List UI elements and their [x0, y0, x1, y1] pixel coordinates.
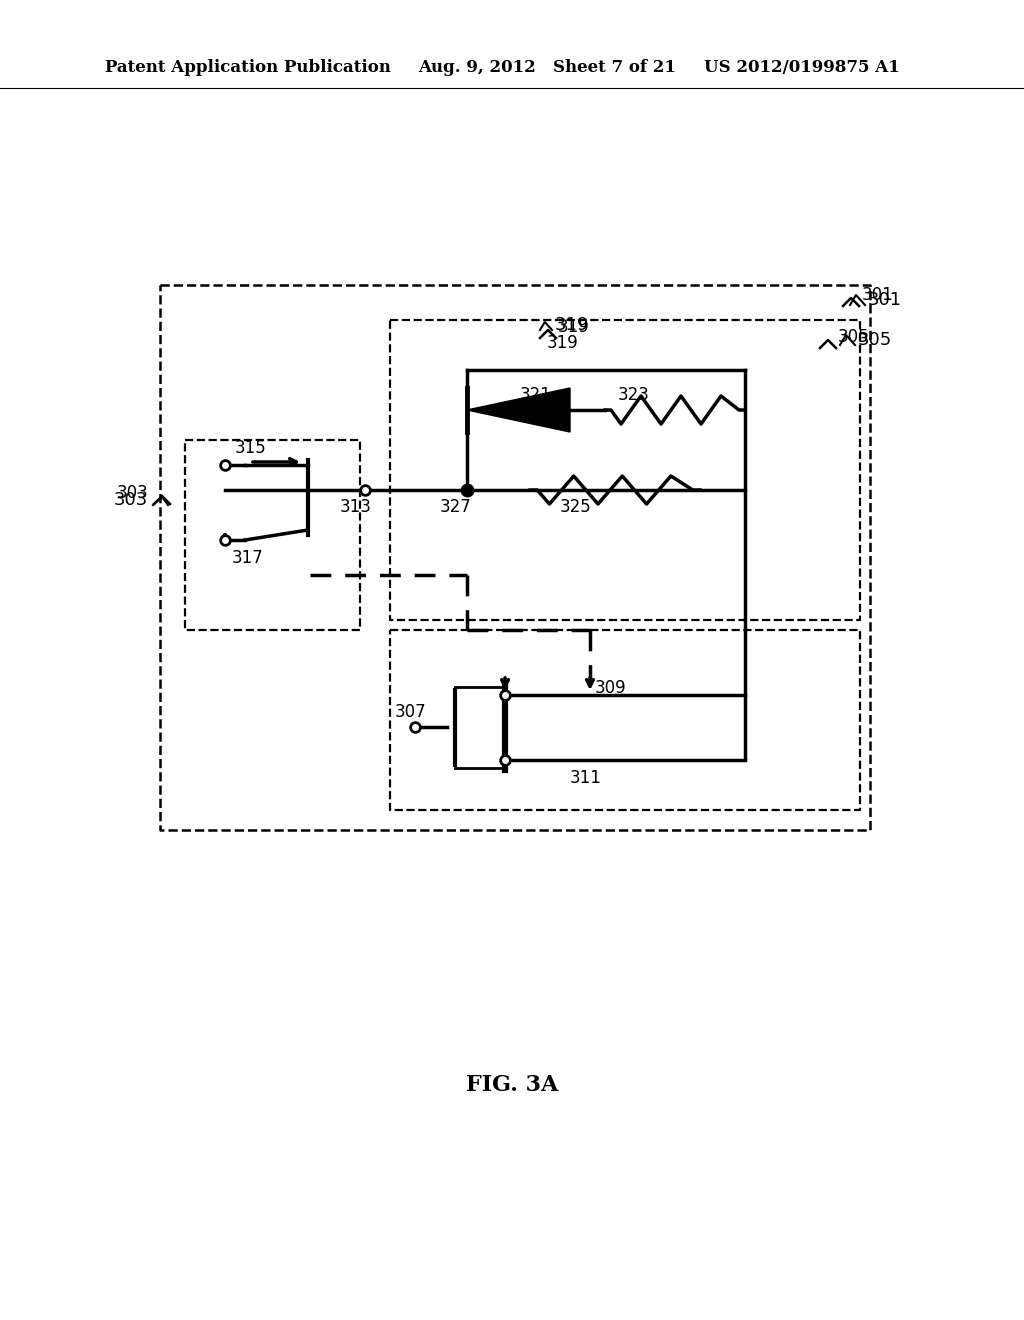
- Text: 325: 325: [560, 498, 592, 516]
- Text: 301: 301: [862, 286, 894, 304]
- Text: 315: 315: [234, 440, 266, 457]
- Text: 327: 327: [440, 498, 472, 516]
- Text: 305: 305: [858, 331, 892, 348]
- Text: 305: 305: [838, 327, 869, 346]
- Text: 303: 303: [117, 484, 148, 502]
- Text: 301: 301: [868, 290, 902, 309]
- Text: 307: 307: [395, 704, 427, 721]
- Text: 321: 321: [520, 385, 552, 404]
- Text: 319: 319: [547, 334, 579, 352]
- Text: 303: 303: [114, 491, 148, 510]
- Text: 323: 323: [618, 385, 650, 404]
- Text: Patent Application Publication: Patent Application Publication: [105, 59, 391, 77]
- Text: 313: 313: [340, 498, 372, 516]
- Text: FIG. 3A: FIG. 3A: [466, 1074, 558, 1096]
- Text: US 2012/0199875 A1: US 2012/0199875 A1: [705, 59, 900, 77]
- Text: 309: 309: [595, 678, 627, 697]
- Text: 319: 319: [558, 318, 590, 337]
- Text: 317: 317: [232, 549, 264, 568]
- Polygon shape: [467, 388, 570, 432]
- Text: Aug. 9, 2012   Sheet 7 of 21: Aug. 9, 2012 Sheet 7 of 21: [418, 59, 676, 77]
- Text: 311: 311: [570, 770, 602, 787]
- Text: 319: 319: [555, 315, 590, 334]
